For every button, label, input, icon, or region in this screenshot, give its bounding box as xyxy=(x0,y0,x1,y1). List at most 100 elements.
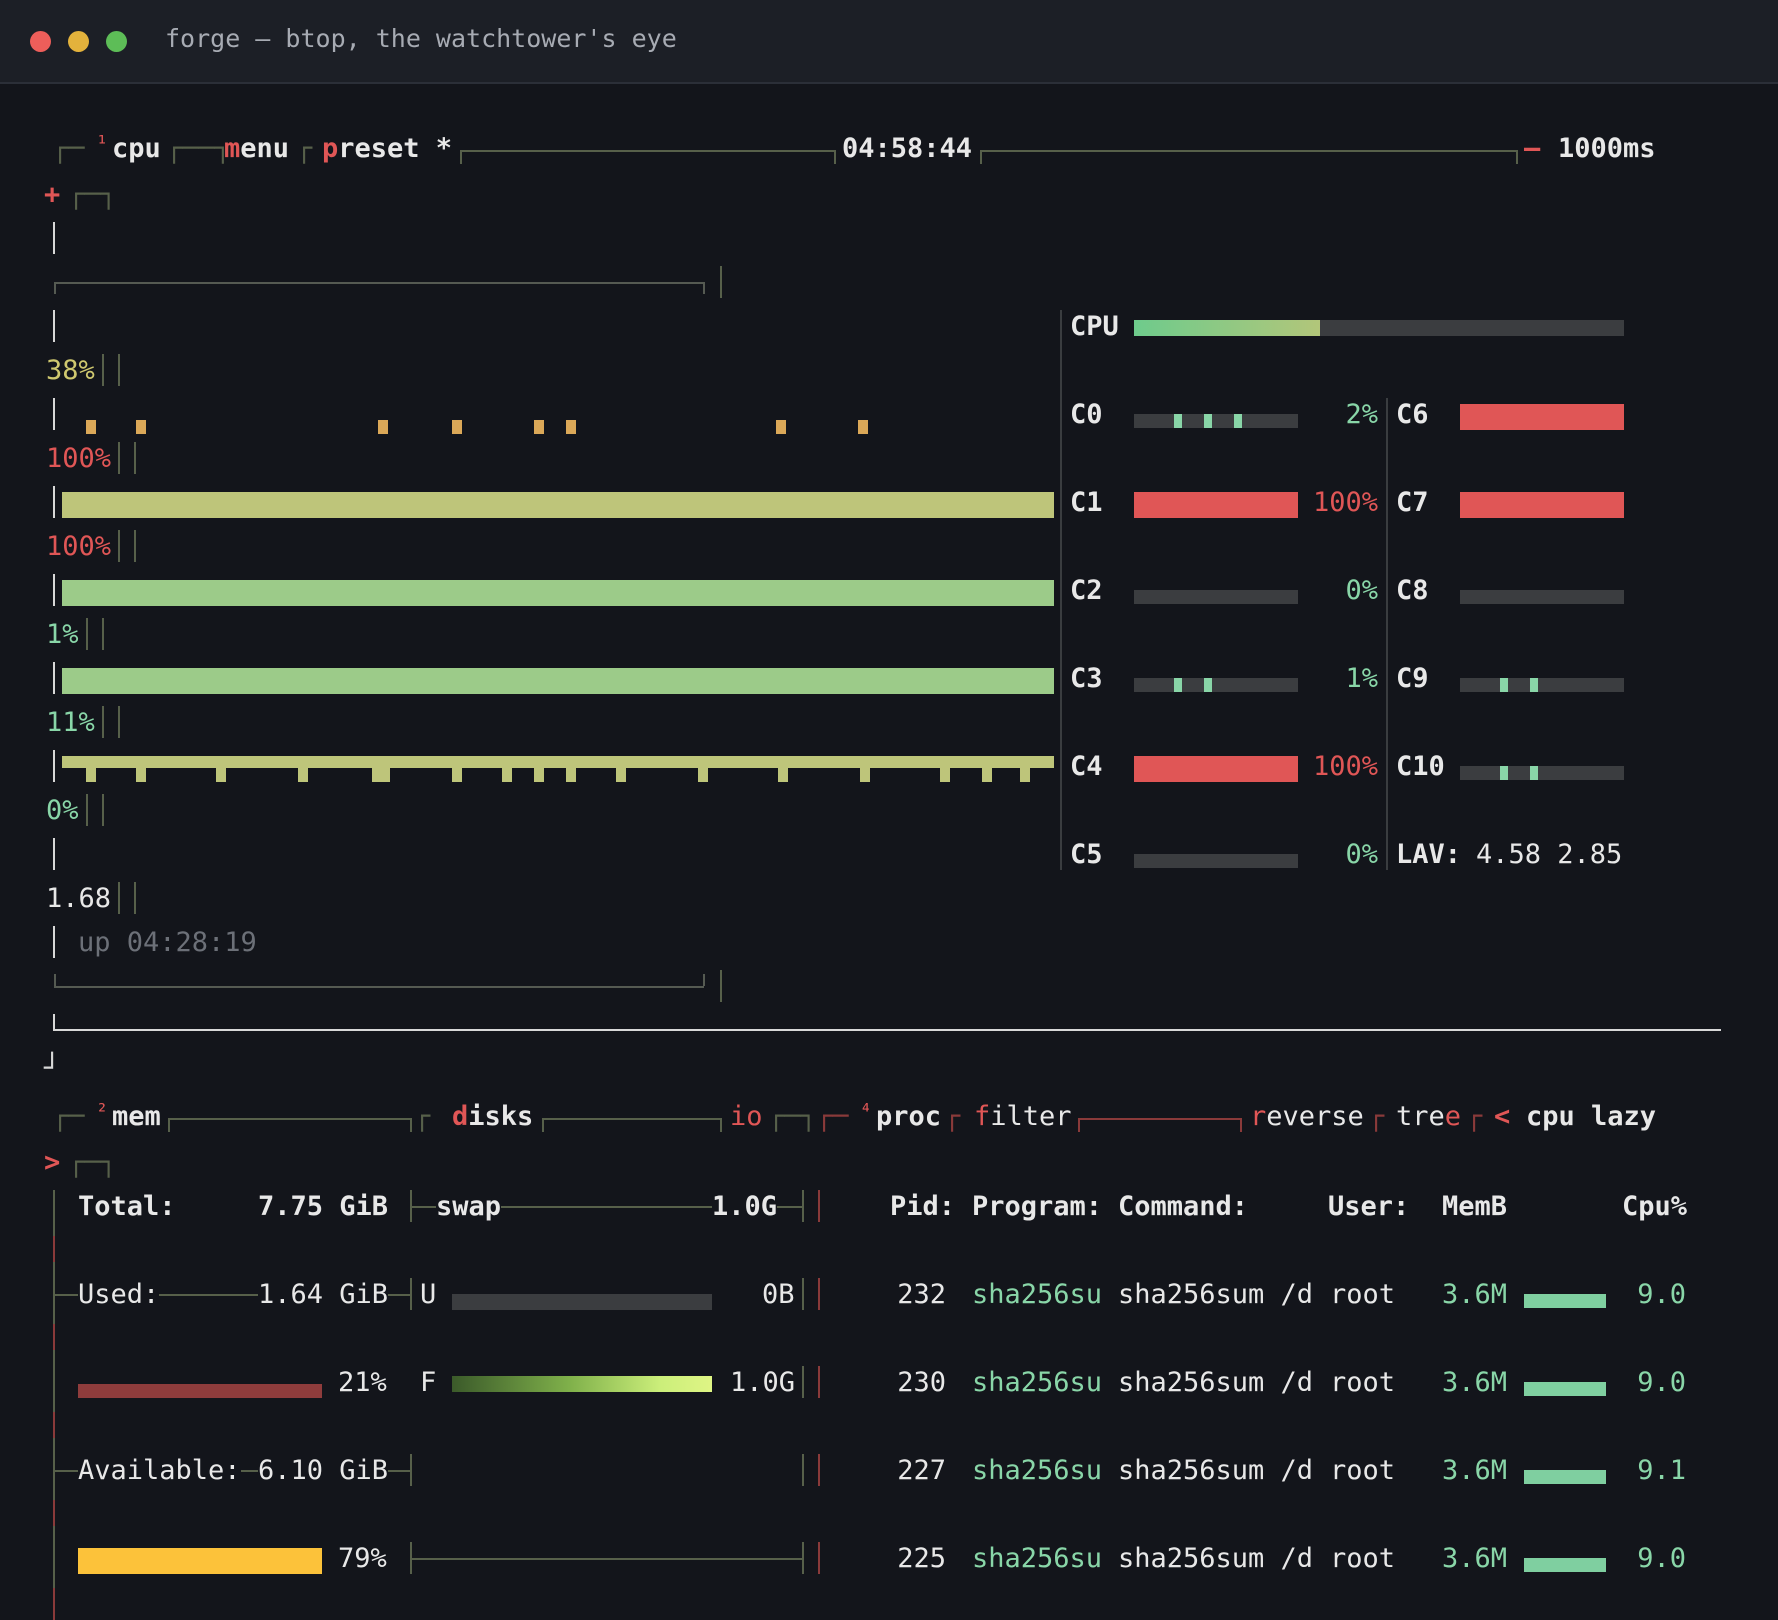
graph-tick xyxy=(616,756,626,782)
box-border xyxy=(1516,150,1518,164)
graph-tick xyxy=(940,756,950,782)
process-program: sha256su xyxy=(972,1543,1103,1574)
tab-proc[interactable]: proc xyxy=(876,1101,942,1132)
process-program: sha256su xyxy=(972,1455,1103,1486)
graph-tick xyxy=(776,420,786,434)
box-border xyxy=(980,150,982,164)
box-border xyxy=(168,1118,170,1132)
process-mem: 3.6M xyxy=(1442,1367,1508,1398)
core-meter-tick xyxy=(1204,678,1212,692)
core-label: C1 xyxy=(1070,487,1103,518)
core-pct: 1% xyxy=(1345,663,1378,694)
process-mem: 3.6M xyxy=(1442,1543,1508,1574)
graph-tick xyxy=(86,420,96,434)
graph-tick xyxy=(566,756,576,782)
mem-used-value: 1.64 GiB xyxy=(258,1278,389,1312)
cpu-total-label: CPU xyxy=(1070,311,1119,342)
process-cpu-meter xyxy=(1524,1294,1606,1308)
box-border xyxy=(720,1118,722,1132)
zoom-button[interactable] xyxy=(106,31,127,52)
box-border xyxy=(53,1236,55,1262)
sort-left-button[interactable]: < xyxy=(1494,1101,1511,1132)
box-border xyxy=(802,1190,804,1222)
core-meter xyxy=(1134,590,1298,604)
box-border xyxy=(703,282,705,294)
core-label: C8 xyxy=(1396,575,1429,606)
box-border xyxy=(53,1500,55,1526)
core-meter xyxy=(1134,854,1298,868)
core-meter-tick xyxy=(1500,766,1508,780)
box-border xyxy=(818,1542,820,1574)
minimize-button[interactable] xyxy=(68,31,89,52)
box-border xyxy=(53,1588,55,1620)
mem-available-meter xyxy=(78,1548,322,1574)
mem-box-number: ² xyxy=(96,1099,109,1123)
box-border xyxy=(118,442,120,474)
core-meter xyxy=(1460,590,1624,604)
box-border xyxy=(53,1412,55,1438)
box-border xyxy=(86,618,88,650)
sort-selector[interactable]: cpu lazy xyxy=(1526,1101,1657,1132)
close-button[interactable] xyxy=(30,31,51,52)
swap-used-value: 0B xyxy=(762,1279,795,1310)
graph-tick xyxy=(566,420,576,434)
box-border: ┌──┐ xyxy=(166,133,232,164)
col-header-command[interactable]: Command: xyxy=(1118,1191,1249,1222)
box-border xyxy=(134,442,136,474)
tab-io[interactable]: io xyxy=(730,1101,763,1132)
tab-preset[interactable]: preset * xyxy=(322,133,453,164)
swap-total: 1.0G xyxy=(712,1190,778,1224)
process-cpu: 9.0 xyxy=(1637,1543,1686,1574)
box-border xyxy=(412,1558,802,1560)
swap-free-label: F xyxy=(420,1367,437,1398)
core-meter xyxy=(1460,678,1624,692)
mem-arrow[interactable]: > xyxy=(44,1147,61,1178)
graph-bar xyxy=(62,580,1054,606)
graph-bar xyxy=(62,492,1054,518)
col-header-user[interactable]: User: xyxy=(1328,1191,1410,1222)
interval-decrease-button[interactable]: – xyxy=(1524,133,1541,164)
graph-frame xyxy=(54,282,704,284)
col-header-program[interactable]: Program: xyxy=(972,1191,1103,1222)
header-line xyxy=(1078,1118,1242,1120)
cpu-box-bottom xyxy=(53,1029,1721,1031)
tab-filter[interactable]: filter xyxy=(974,1101,1072,1132)
core-meter-tick xyxy=(1500,678,1508,692)
col-header-mem[interactable]: MemB xyxy=(1442,1191,1508,1222)
col-header-pid[interactable]: Pid: xyxy=(890,1191,956,1222)
core-pct: 0% xyxy=(1345,839,1378,870)
tab-reverse[interactable]: reverse xyxy=(1250,1101,1364,1132)
box-border xyxy=(1240,1118,1242,1132)
box-border xyxy=(1078,1118,1080,1132)
uptime: up 04:28:19 xyxy=(78,927,257,958)
update-interval: 1000ms xyxy=(1558,133,1656,164)
interval-increase-button[interactable]: + xyxy=(44,179,61,210)
tab-tree[interactable]: tree xyxy=(1396,1101,1462,1132)
box-border: ┘ xyxy=(44,1053,61,1084)
tab-disks[interactable]: disks xyxy=(452,1101,534,1132)
box-border xyxy=(54,282,56,294)
box-border xyxy=(53,398,55,430)
graph-tick xyxy=(86,756,96,782)
box-border xyxy=(802,1542,804,1574)
box-border: ┌ xyxy=(414,1101,431,1132)
tab-menu[interactable]: menu xyxy=(224,133,290,164)
mem-available-value: 6.10 GiB xyxy=(258,1454,389,1488)
box-border xyxy=(834,150,836,164)
core-label: C9 xyxy=(1396,663,1429,694)
box-border xyxy=(102,794,104,826)
box-border xyxy=(53,662,55,694)
col-header-cpu[interactable]: Cpu% xyxy=(1622,1191,1688,1222)
box-corner: ┌─ xyxy=(52,133,85,164)
core-meter-fill xyxy=(1460,492,1624,518)
box-border: ┌ xyxy=(944,1101,961,1132)
box-border xyxy=(542,1118,544,1132)
process-cpu-meter xyxy=(1524,1470,1606,1484)
box-border xyxy=(410,1190,412,1222)
graph-frame xyxy=(54,986,704,988)
process-pid: 227 xyxy=(897,1455,946,1486)
cpu-box-number: ¹ xyxy=(96,131,109,155)
graph-tick xyxy=(136,420,146,434)
tab-mem[interactable]: mem xyxy=(112,1101,161,1132)
tab-cpu[interactable]: cpu xyxy=(112,133,161,164)
